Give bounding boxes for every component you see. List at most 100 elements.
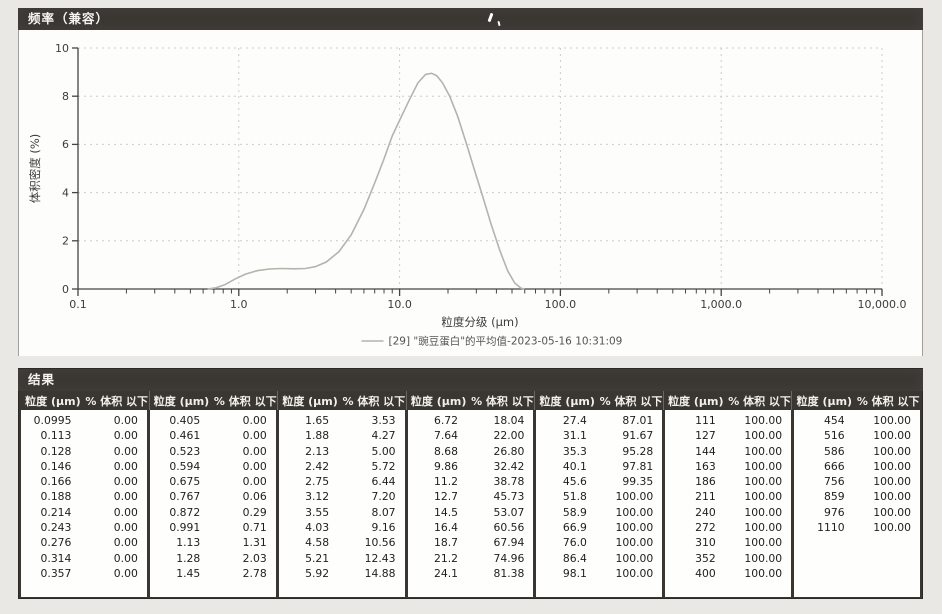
chart-panel-header: 频率（兼容） [18,8,923,30]
results-table-group: 0.0995 0.00 0.113 0.00 0.128 0.00 0.146 0.00 0.1… [21,410,147,597]
table-row: 240 100.00 [665,505,791,520]
cumulative-percent-value: 0.00 [242,459,267,473]
size-value: 0.128 [40,444,72,458]
results-table-body: 0.0995 0.00 0.113 0.00 0.128 0.00 0.146 0.00 0.1… [19,410,922,600]
size-value: 1.45 [176,566,201,580]
size-value: 976 [823,505,845,519]
table-row: 310 100.00 [665,535,791,550]
column-header-group: 粒度 (µm) % 体积 以下 [21,391,149,410]
table-row: 272 100.00 [665,520,791,535]
cumulative-percent-value: 0.00 [242,475,267,489]
size-value: 45.6 [562,475,587,489]
cumulative-percent-value: 0.29 [242,505,267,519]
table-row: 21.2 74.96 [408,551,534,566]
cumulative-percent-value: 100.00 [615,490,654,504]
size-value: 8.68 [433,444,459,458]
size-value: 0.357 [40,566,72,580]
table-row: 144 100.00 [665,444,791,459]
size-value: 163 [695,459,716,473]
column-header-group: 粒度 (µm) % 体积 以下 [662,391,792,410]
column-header-size: 粒度 (µm) [282,394,338,408]
size-value: 0.523 [169,444,201,458]
table-row: 1.45 2.78 [150,566,276,581]
y-axis-title: 体积密度 (%) [28,134,42,204]
cumulative-percent-value: 3.53 [371,414,396,427]
size-value: 4.58 [305,536,330,550]
y-tick-label: 0 [62,283,69,296]
size-value: 0.113 [40,429,72,443]
column-header-size: 粒度 (µm) [668,394,724,408]
y-tick-label: 8 [62,90,69,103]
size-value: 7.64 [433,429,459,443]
size-value: 0.767 [169,490,201,504]
cumulative-percent-value: 0.06 [242,490,267,504]
x-tick-label: 100.0 [545,298,577,311]
table-row: 0.188 0.00 [21,489,147,504]
size-value: 40.1 [562,459,587,473]
cumulative-percent-value: 99.35 [622,475,654,489]
table-row: 0.166 0.00 [21,474,147,489]
table-row: 0.675 0.00 [150,474,276,489]
frequency-chart-panel: 频率（兼容） 0 2 4 6 8 10 0.1 1.0 10.0 100.0 1,000.0 10,0… [18,8,923,356]
table-row: 4.58 10.56 [279,535,405,550]
size-value: 2.75 [305,475,330,489]
size-value: 2.13 [305,444,330,458]
size-value: 0.188 [40,490,72,504]
table-row: 2.42 5.72 [279,459,405,474]
table-row: 3.55 8.07 [279,505,405,520]
table-row: 4.03 9.16 [279,520,405,535]
cumulative-percent-value: 6.44 [371,475,396,489]
cumulative-percent-value: 60.56 [493,521,525,535]
table-row: 12.7 45.73 [408,489,534,504]
table-row: 35.3 95.28 [536,444,662,459]
cumulative-percent-value: 100.00 [873,414,911,427]
size-value: 51.8 [562,490,587,504]
results-table-group: 0.405 0.00 0.461 0.00 0.523 0.00 0.594 0.00 0.67… [149,410,276,597]
size-value: 0.991 [169,521,201,535]
table-row: 352 100.00 [665,551,791,566]
cumulative-percent-value: 45.73 [493,490,525,504]
table-row: 0.0995 0.00 [21,413,147,428]
x-axis-title: 粒度分级 (µm) [441,315,518,329]
cumulative-percent-value: 100.00 [873,521,911,535]
column-header-pct: % 体积 以下 [728,394,791,408]
cumulative-percent-value: 100.00 [873,429,911,443]
table-row: 2.75 6.44 [279,474,405,489]
table-row: 0.276 0.00 [21,535,147,550]
table-row: 756 100.00 [794,474,920,489]
cumulative-percent-value: 100.00 [744,490,783,504]
cumulative-percent-value: 0.00 [113,414,138,427]
size-value: 211 [695,490,716,504]
cumulative-percent-value: 0.00 [113,505,138,519]
results-table-header: 粒度 (µm)% 体积 以下 粒度 (µm)% 体积 以下 粒度 (µm)% 体积 … [19,391,922,410]
size-value: 4.03 [305,521,330,535]
cumulative-percent-value: 0.00 [113,521,138,535]
cumulative-percent-value: 10.56 [364,536,396,550]
results-table-group: 1.65 3.53 1.88 4.27 2.13 5.00 2.42 5.72 2.75 6.44… [278,410,405,597]
cumulative-percent-value: 100.00 [744,566,783,580]
cumulative-percent-value: 100.00 [615,536,654,550]
size-value: 35.3 [562,444,587,458]
cumulative-percent-value: 4.27 [371,429,396,443]
size-value: 0.166 [40,475,72,489]
size-value: 310 [695,536,716,550]
table-row: 1.13 1.31 [150,535,276,550]
table-row: 2.13 5.00 [279,444,405,459]
y-tick-label: 6 [62,138,69,151]
legend-label: [29] "豌豆蛋白"的平均值-2023-05-16 10:31:09 [389,335,623,348]
cumulative-percent-value: 0.00 [242,444,267,458]
table-row: 5.92 14.88 [279,566,405,581]
cumulative-percent-value: 2.78 [242,566,267,580]
table-row: 16.4 60.56 [408,520,534,535]
table-row: 859 100.00 [794,489,920,504]
table-row: 66.9 100.00 [536,520,662,535]
size-value: 27.4 [562,414,587,427]
size-value: 0.461 [169,429,201,443]
table-row: 9.86 32.42 [408,459,534,474]
size-value: 859 [823,490,845,504]
table-row: 163 100.00 [665,459,791,474]
table-row: 1.88 4.27 [279,428,405,443]
cumulative-percent-value: 0.00 [242,414,267,427]
x-tick-label: 1.0 [230,298,248,311]
size-value: 16.4 [433,521,459,535]
